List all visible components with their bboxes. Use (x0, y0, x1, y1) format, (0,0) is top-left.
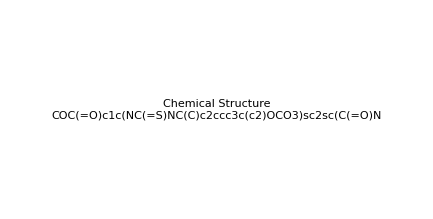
Text: Chemical Structure
COC(=O)c1c(NC(=S)NC(C)c2ccc3c(c2)OCO3)sc2sc(C(=O)N: Chemical Structure COC(=O)c1c(NC(=S)NC(C… (52, 99, 381, 120)
